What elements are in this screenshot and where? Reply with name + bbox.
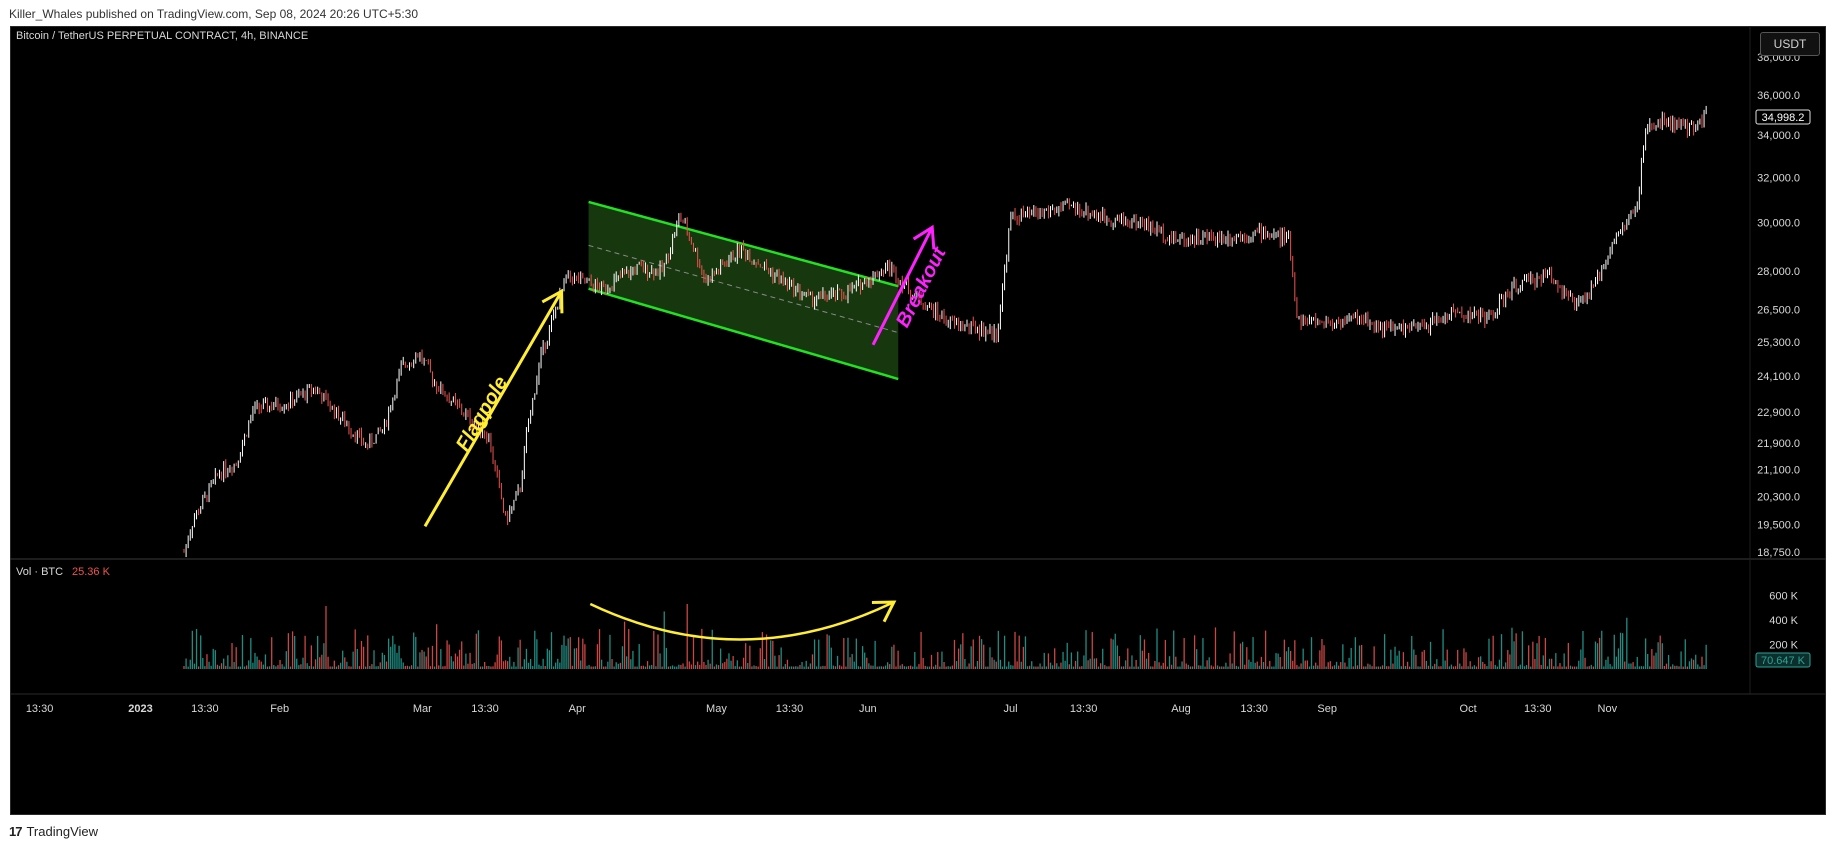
time-tick-label: 2023 bbox=[128, 703, 152, 715]
time-tick-label: Mar bbox=[413, 703, 432, 715]
symbol-title: Bitcoin / TetherUS PERPETUAL CONTRACT, 4… bbox=[16, 30, 308, 42]
price-tick-label: 22,900.0 bbox=[1757, 407, 1800, 419]
time-tick-label: 13:30 bbox=[1240, 703, 1268, 715]
time-tick-label: 13:30 bbox=[191, 703, 219, 715]
time-tick-label: Feb bbox=[270, 703, 289, 715]
flagpole-arrow-line bbox=[423, 290, 563, 528]
publisher-line: Killer_Whales published on TradingView.c… bbox=[9, 7, 419, 21]
volume-bars bbox=[183, 603, 1707, 669]
breakout-arrow-head bbox=[912, 224, 936, 250]
volume-tick-label: 400 K bbox=[1769, 615, 1798, 627]
currency-button[interactable]: USDT bbox=[1760, 32, 1820, 56]
price-tick-label: 18,750.0 bbox=[1757, 547, 1800, 559]
volume-label-value: 25.36 K bbox=[72, 566, 111, 578]
time-axis[interactable]: 13:30 2023 13:30 Feb Mar 13:30 Apr May 13:30 Jun J… bbox=[26, 703, 1618, 715]
chart-frame bbox=[10, 26, 1826, 815]
price-tick-label: 20,300.0 bbox=[1757, 491, 1800, 503]
time-tick-label: 13:30 bbox=[776, 703, 804, 715]
price-tick-label: 34,000.0 bbox=[1757, 130, 1800, 142]
time-tick-label: Jun bbox=[859, 703, 877, 715]
price-tick-label: 32,000.0 bbox=[1757, 172, 1800, 184]
time-tick-label: Jul bbox=[1003, 703, 1017, 715]
volume-arc-arrow bbox=[589, 600, 895, 641]
time-tick-label: 13:30 bbox=[26, 703, 54, 715]
breakout-arrow-line bbox=[871, 226, 934, 346]
price-tick-label: 25,300.0 bbox=[1757, 337, 1800, 349]
price-tick-label: 28,000.0 bbox=[1757, 266, 1800, 278]
time-tick-label: 13:30 bbox=[471, 703, 499, 715]
time-tick-label: Oct bbox=[1460, 703, 1477, 715]
price-tick-label: 21,100.0 bbox=[1757, 464, 1800, 476]
time-tick-label: Apr bbox=[569, 703, 586, 715]
price-tick-label: 26,500.0 bbox=[1757, 305, 1800, 317]
last-volume-text: 70.647 K bbox=[1761, 655, 1806, 667]
volume-arc-arrow-head bbox=[871, 600, 897, 623]
tradingview-footer[interactable]: 17 TradingView bbox=[9, 824, 98, 839]
time-tick-label: 13:30 bbox=[1070, 703, 1098, 715]
tradingview-brand: TradingView bbox=[26, 824, 99, 839]
channel-fill bbox=[588, 201, 899, 380]
last-price-tag bbox=[1755, 109, 1811, 125]
price-chart[interactable]: Bitcoin / TetherUS PERPETUAL CONTRACT, 4… bbox=[10, 26, 1826, 815]
time-tick-label: Aug bbox=[1171, 703, 1191, 715]
time-tick-label: 13:30 bbox=[1524, 703, 1552, 715]
tradingview-logo-icon: 17 bbox=[9, 824, 23, 839]
candles bbox=[183, 105, 1707, 558]
price-tick-label: 30,000.0 bbox=[1757, 218, 1800, 230]
channel-lower-line bbox=[588, 287, 899, 381]
last-price-text: 34,998.2 bbox=[1762, 112, 1805, 124]
volume-tick-label: 200 K bbox=[1769, 640, 1798, 652]
time-tick-label: May bbox=[706, 703, 727, 715]
price-tick-label: 19,500.0 bbox=[1757, 520, 1800, 532]
time-tick-label: Nov bbox=[1598, 703, 1618, 715]
last-volume-tag bbox=[1755, 652, 1811, 668]
price-tick-label: 21,900.0 bbox=[1757, 438, 1800, 450]
flagpole-label: Flagpole bbox=[452, 373, 512, 455]
volume-tick-label: 600 K bbox=[1769, 591, 1798, 603]
price-tick-label: 24,100.0 bbox=[1757, 371, 1800, 383]
price-axis[interactable]: 38,000.036,000.034,000.032,000.030,000.0… bbox=[1757, 52, 1800, 559]
price-tick-label: 36,000.0 bbox=[1757, 90, 1800, 102]
flagpole-arrow-head bbox=[541, 288, 564, 314]
time-tick-label: Sep bbox=[1317, 703, 1337, 715]
volume-label: Vol · BTC bbox=[16, 566, 63, 578]
volume-axis[interactable]: 600 K 400 K 200 K bbox=[1769, 591, 1798, 652]
